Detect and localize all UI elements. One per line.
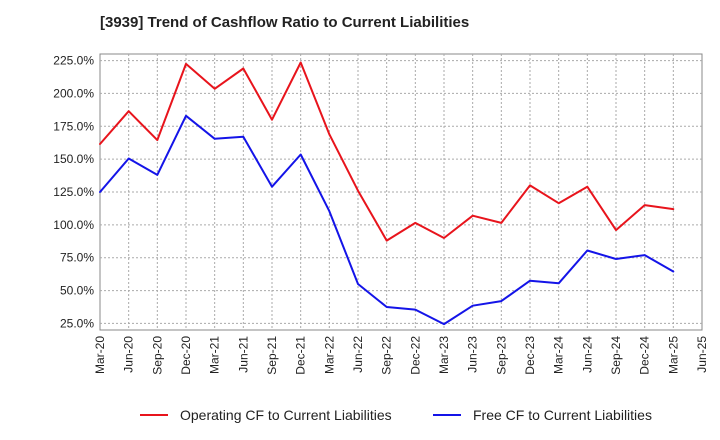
x-tick-label: Dec-22 — [408, 336, 422, 375]
x-tick-label: Dec-23 — [523, 336, 537, 375]
x-tick-label: Mar-20 — [93, 336, 107, 374]
y-tick-label: 75.0% — [60, 251, 94, 265]
y-tick-label: 100.0% — [53, 218, 94, 232]
y-tick-label: 125.0% — [53, 185, 94, 199]
x-tick-label: Jun-20 — [122, 336, 136, 373]
x-tick-label: Mar-25 — [666, 336, 680, 374]
x-tick-label: Mar-23 — [437, 336, 451, 374]
x-tick-label: Sep-22 — [380, 336, 394, 375]
y-tick-label: 225.0% — [53, 54, 94, 68]
series-line-operating-cf — [99, 61, 675, 242]
y-tick-label: 175.0% — [53, 119, 94, 133]
y-tick-label: 25.0% — [60, 316, 94, 330]
x-tick-label: Jun-24 — [580, 336, 594, 373]
y-tick-label: 200.0% — [53, 86, 94, 100]
series-layer — [99, 61, 675, 326]
x-tick-label: Mar-21 — [208, 336, 222, 374]
x-tick-label: Sep-20 — [150, 336, 164, 375]
chart-title: [3939] Trend of Cashflow Ratio to Curren… — [100, 14, 470, 31]
grid-layer — [99, 53, 703, 331]
legend-swatch-free-cf — [433, 414, 461, 416]
legend: Operating CF to Current Liabilities Free… — [0, 404, 720, 426]
x-tick-label: Sep-23 — [494, 336, 508, 375]
x-tick-label: Jun-23 — [466, 336, 480, 373]
legend-item-free-cf: Free CF to Current Liabilities — [433, 404, 652, 426]
x-tick-label: Jun-22 — [351, 336, 365, 373]
x-tick-label: Jun-25 — [695, 336, 709, 373]
legend-label-free-cf: Free CF to Current Liabilities — [473, 407, 652, 423]
x-tick-label: Mar-24 — [552, 336, 566, 374]
legend-item-operating-cf: Operating CF to Current Liabilities — [140, 404, 392, 426]
legend-label-operating-cf: Operating CF to Current Liabilities — [180, 407, 392, 423]
x-tick-label: Dec-20 — [179, 336, 193, 375]
y-tick-label: 50.0% — [60, 284, 94, 298]
legend-swatch-operating-cf — [140, 414, 168, 416]
y-tick-label: 150.0% — [53, 152, 94, 166]
x-tick-label: Mar-22 — [322, 336, 336, 374]
x-tick-label: Jun-21 — [236, 336, 250, 373]
x-tick-label: Sep-24 — [609, 336, 623, 375]
axis-layer: 25.0% 50.0% 75.0% 100.0% 125.0% 150.0% 175.0% 2… — [53, 54, 709, 375]
x-tick-label: Dec-24 — [638, 336, 652, 375]
x-tick-label: Sep-21 — [265, 336, 279, 375]
x-tick-label: Dec-21 — [294, 336, 308, 375]
series-line-free-cf — [99, 114, 675, 326]
